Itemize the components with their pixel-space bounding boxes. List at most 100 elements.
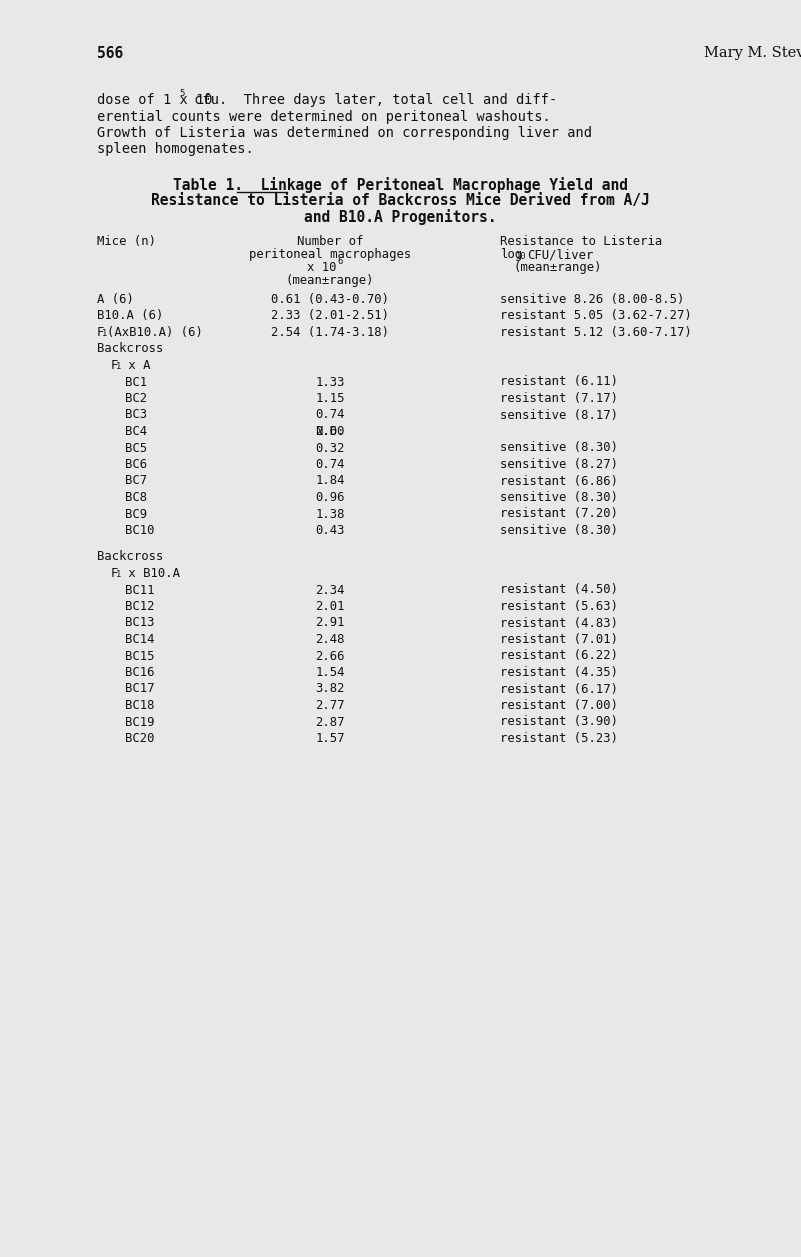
Text: BC11: BC11 — [125, 583, 155, 597]
Text: 2.87: 2.87 — [316, 715, 344, 729]
Text: 566: 566 — [97, 47, 123, 62]
Text: and B10.A Progenitors.: and B10.A Progenitors. — [304, 209, 497, 225]
Text: 2.66: 2.66 — [316, 650, 344, 662]
Text: resistant (6.86): resistant (6.86) — [500, 474, 618, 488]
Text: 6: 6 — [337, 256, 343, 266]
Text: (mean±range): (mean±range) — [286, 274, 374, 287]
Text: resistant (4.35): resistant (4.35) — [500, 666, 618, 679]
Text: spleen homogenates.: spleen homogenates. — [97, 142, 254, 157]
Text: BC16: BC16 — [125, 666, 155, 679]
Text: 1: 1 — [116, 569, 122, 579]
Text: 5: 5 — [179, 89, 185, 98]
Text: Mice (n): Mice (n) — [97, 235, 156, 248]
Text: 0.96: 0.96 — [316, 491, 344, 504]
Text: dose of 1 x 10: dose of 1 x 10 — [97, 93, 212, 107]
Text: resistant (6.11): resistant (6.11) — [500, 376, 618, 388]
Text: resistant (4.50): resistant (4.50) — [500, 583, 618, 597]
Text: 0.32: 0.32 — [316, 441, 344, 455]
Text: BC9: BC9 — [125, 508, 147, 520]
Text: 1.54: 1.54 — [316, 666, 344, 679]
Text: BC17: BC17 — [125, 683, 155, 695]
Text: 2.54 (1.74-3.18): 2.54 (1.74-3.18) — [271, 326, 389, 339]
Text: resistant (3.90): resistant (3.90) — [500, 715, 618, 729]
Text: Table 1.  Linkage of Peritoneal Macrophage Yield and: Table 1. Linkage of Peritoneal Macrophag… — [173, 177, 628, 194]
Text: resistant (6.17): resistant (6.17) — [500, 683, 618, 695]
Text: 2.60: 2.60 — [316, 425, 344, 437]
Text: resistant (5.63): resistant (5.63) — [500, 600, 618, 613]
Text: resistant 5.12 (3.60-7.17): resistant 5.12 (3.60-7.17) — [500, 326, 692, 339]
Text: Number of: Number of — [297, 235, 363, 248]
Text: BC6: BC6 — [125, 458, 147, 471]
Text: BC14: BC14 — [125, 634, 155, 646]
Text: B10.A (6): B10.A (6) — [97, 309, 163, 323]
Text: sensitive 8.26 (8.00-8.5): sensitive 8.26 (8.00-8.5) — [500, 293, 684, 305]
Text: 1.38: 1.38 — [316, 508, 344, 520]
Text: erential counts were determined on peritoneal washouts.: erential counts were determined on perit… — [97, 109, 551, 123]
Text: BC13: BC13 — [125, 616, 155, 630]
Text: 0.43: 0.43 — [316, 524, 344, 537]
Text: 2.91: 2.91 — [316, 616, 344, 630]
Text: Mary M. Stevenson: Mary M. Stevenson — [704, 47, 801, 60]
Text: F: F — [97, 326, 104, 339]
Text: peritoneal macrophages: peritoneal macrophages — [249, 248, 411, 261]
Text: F: F — [111, 567, 119, 579]
Text: Backcross: Backcross — [97, 551, 163, 563]
Text: BC4: BC4 — [125, 425, 147, 437]
Text: BC5: BC5 — [125, 441, 147, 455]
Text: BC12: BC12 — [125, 600, 155, 613]
Text: BC19: BC19 — [125, 715, 155, 729]
Text: resistant (4.83): resistant (4.83) — [500, 616, 618, 630]
Text: 1.33: 1.33 — [316, 376, 344, 388]
Text: x B10.A: x B10.A — [121, 567, 179, 579]
Text: 1.84: 1.84 — [316, 474, 344, 488]
Text: BC3: BC3 — [125, 409, 147, 421]
Text: resistant (7.01): resistant (7.01) — [500, 634, 618, 646]
Text: resistant 5.05 (3.62-7.27): resistant 5.05 (3.62-7.27) — [500, 309, 692, 323]
Text: Backcross: Backcross — [97, 342, 163, 356]
Text: resistant (7.17): resistant (7.17) — [500, 392, 618, 405]
Text: 2.77: 2.77 — [316, 699, 344, 711]
Text: BC15: BC15 — [125, 650, 155, 662]
Text: x A: x A — [121, 360, 151, 372]
Text: 0.74: 0.74 — [316, 458, 344, 471]
Text: sensitive (8.17): sensitive (8.17) — [500, 409, 618, 421]
Text: sensitive (8.27): sensitive (8.27) — [500, 458, 618, 471]
Text: BC18: BC18 — [125, 699, 155, 711]
Text: BC1: BC1 — [125, 376, 147, 388]
Text: F: F — [111, 360, 119, 372]
Text: cfu.  Three days later, total cell and diff-: cfu. Three days later, total cell and di… — [187, 93, 557, 107]
Text: 0.61 (0.43-0.70): 0.61 (0.43-0.70) — [271, 293, 389, 305]
Text: 2.48: 2.48 — [316, 634, 344, 646]
Text: resistant (6.22): resistant (6.22) — [500, 650, 618, 662]
Text: 2.34: 2.34 — [316, 583, 344, 597]
Text: Resistance to Listeria of Backcross Mice Derived from A/J: Resistance to Listeria of Backcross Mice… — [151, 194, 650, 207]
Text: 2.01: 2.01 — [316, 600, 344, 613]
Text: 2.33 (2.01-2.51): 2.33 (2.01-2.51) — [271, 309, 389, 323]
Text: A (6): A (6) — [97, 293, 134, 305]
Text: BC20: BC20 — [125, 732, 155, 745]
Text: resistant (5.23): resistant (5.23) — [500, 732, 618, 745]
Text: 1: 1 — [103, 329, 107, 338]
Text: Resistance to Listeria: Resistance to Listeria — [500, 235, 662, 248]
Text: x 10: x 10 — [308, 261, 336, 274]
Text: (AxB10.A) (6): (AxB10.A) (6) — [107, 326, 203, 339]
Text: 1.57: 1.57 — [316, 732, 344, 745]
Text: BC10: BC10 — [125, 524, 155, 537]
Text: CFU/liver: CFU/liver — [527, 248, 594, 261]
Text: BC8: BC8 — [125, 491, 147, 504]
Text: 1: 1 — [116, 362, 122, 371]
Text: (mean±range): (mean±range) — [514, 261, 602, 274]
Text: resistant (7.20): resistant (7.20) — [500, 508, 618, 520]
Text: sensitive (8.30): sensitive (8.30) — [500, 524, 618, 537]
Text: 10: 10 — [516, 251, 526, 261]
Text: resistant (7.00): resistant (7.00) — [500, 699, 618, 711]
Text: BC7: BC7 — [125, 474, 147, 488]
Text: BC2: BC2 — [125, 392, 147, 405]
Text: 3.82: 3.82 — [316, 683, 344, 695]
Text: sensitive (8.30): sensitive (8.30) — [500, 491, 618, 504]
Text: sensitive (8.30): sensitive (8.30) — [500, 441, 618, 455]
Text: Growth of Listeria was determined on corresponding liver and: Growth of Listeria was determined on cor… — [97, 126, 592, 140]
Text: N.D.: N.D. — [316, 425, 344, 437]
Text: 0.74: 0.74 — [316, 409, 344, 421]
Text: 1.15: 1.15 — [316, 392, 344, 405]
